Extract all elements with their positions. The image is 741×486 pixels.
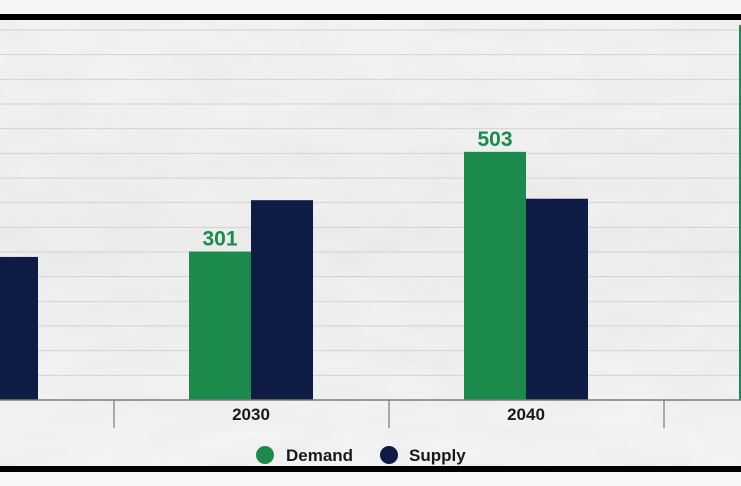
legend-supply-label: Supply <box>409 446 466 465</box>
background-texture <box>0 20 741 466</box>
data-label-demand-2040: 503 <box>477 128 512 151</box>
x-tick-label-2040: 2040 <box>507 405 545 424</box>
frame-bottom-border <box>0 466 741 472</box>
gridlines <box>0 29 741 376</box>
bar-supply-2040 <box>526 198 588 400</box>
data-labels: 301 503 <box>202 128 512 251</box>
bar-supply-2030 <box>251 200 313 400</box>
bar-demand-2030 <box>189 251 251 400</box>
x-tick-label-2030: 2030 <box>232 405 270 424</box>
legend-demand-marker <box>256 446 274 464</box>
legend: Demand Supply <box>256 446 466 465</box>
frame-top-border <box>0 14 741 20</box>
x-axis: 2030 2040 <box>0 399 741 428</box>
legend-demand-label: Demand <box>286 446 353 465</box>
legend-supply-marker <box>380 446 398 464</box>
data-label-demand-2030: 301 <box>202 228 237 251</box>
bar-supply-2020 <box>0 256 38 400</box>
bars <box>0 25 741 401</box>
bar-demand-2050 <box>739 25 741 401</box>
bar-demand-2040 <box>464 151 526 400</box>
